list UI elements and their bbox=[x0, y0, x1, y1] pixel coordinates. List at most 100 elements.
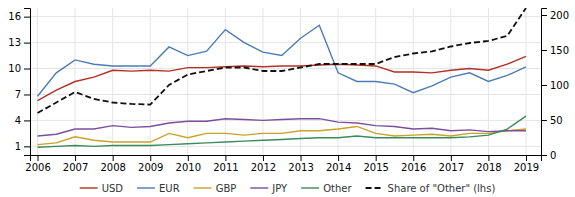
x-tick-mark bbox=[301, 155, 302, 161]
legend-item: Other bbox=[301, 183, 352, 194]
series-line bbox=[38, 56, 526, 100]
y-tick-mark bbox=[24, 94, 30, 95]
y-grid-line bbox=[30, 94, 541, 95]
legend-label: Other bbox=[323, 183, 352, 194]
y-grid-line bbox=[30, 16, 541, 17]
y2-tick-mark bbox=[541, 15, 547, 16]
x-tick-mark bbox=[413, 155, 414, 161]
x-tick-label: 2013 bbox=[288, 162, 313, 173]
x-grid-line bbox=[525, 8, 526, 155]
x-tick-mark bbox=[526, 155, 527, 161]
y2-tick-label: 150 bbox=[550, 45, 569, 56]
x-grid-line bbox=[187, 8, 188, 155]
x-tick: 2012 bbox=[251, 155, 276, 173]
x-tick-mark bbox=[263, 155, 264, 161]
y2-tick-mark bbox=[541, 50, 547, 51]
y-tick-mark bbox=[24, 120, 30, 121]
legend-label: USD bbox=[102, 183, 124, 194]
y2-tick-mark bbox=[541, 155, 547, 156]
legend-item: USD bbox=[80, 183, 124, 194]
x-tick: 2009 bbox=[138, 155, 163, 173]
legend-label: EUR bbox=[159, 183, 180, 194]
y2-tick: 50 bbox=[541, 115, 563, 126]
series-line bbox=[38, 25, 526, 96]
x-tick: 2008 bbox=[100, 155, 125, 173]
x-tick-mark bbox=[488, 155, 489, 161]
x-tick-label: 2007 bbox=[63, 162, 88, 173]
legend-swatch bbox=[137, 187, 155, 188]
y2-tick-mark bbox=[541, 85, 547, 86]
series-line bbox=[38, 119, 526, 136]
x-tick: 2014 bbox=[326, 155, 351, 173]
legend-item: Share of "Other" (lhs) bbox=[366, 183, 496, 194]
x-tick-label: 2011 bbox=[213, 162, 238, 173]
y-axis: 147101316 bbox=[8, 9, 30, 156]
x-grid-line bbox=[300, 8, 301, 155]
x-tick: 2011 bbox=[213, 155, 238, 173]
x-grid-line bbox=[37, 8, 38, 155]
y-tick-label: 1 bbox=[15, 141, 21, 152]
x-tick-label: 2018 bbox=[476, 162, 501, 173]
x-axis: 2006200720082009201020112012201320142015… bbox=[25, 155, 541, 173]
legend: USD EUR GBP JPY Other Share of "Other" (lhs) bbox=[80, 183, 496, 194]
x-grid-line bbox=[413, 8, 414, 155]
legend-label: GBP bbox=[216, 183, 237, 194]
x-tick-mark bbox=[38, 155, 39, 161]
x-grid-line bbox=[450, 8, 451, 155]
legend-item: EUR bbox=[137, 183, 180, 194]
y2-tick-label: 100 bbox=[550, 80, 569, 91]
y-axis-line bbox=[24, 9, 31, 156]
x-grid-line bbox=[112, 8, 113, 155]
legend-label: JPY bbox=[271, 183, 288, 194]
x-tick-mark bbox=[75, 155, 76, 161]
series-line bbox=[38, 126, 526, 144]
y2-tick-label: 200 bbox=[550, 10, 569, 21]
x-tick-label: 2010 bbox=[176, 162, 201, 173]
x-tick-label: 2017 bbox=[439, 162, 464, 173]
legend-label: Share of "Other" (lhs) bbox=[388, 183, 496, 194]
y-tick-label: 7 bbox=[15, 89, 21, 100]
y-tick-mark bbox=[24, 69, 30, 70]
series-line bbox=[38, 8, 526, 113]
x-tick-mark bbox=[188, 155, 189, 161]
x-tick-label: 2008 bbox=[100, 162, 125, 173]
y2-axis: 0 50 100 150 200 bbox=[541, 9, 569, 161]
plot-area bbox=[38, 8, 526, 147]
y-tick-label: 10 bbox=[8, 63, 21, 74]
legend-swatch bbox=[366, 187, 384, 189]
x-tick: 2018 bbox=[476, 155, 501, 173]
y-tick-label: 13 bbox=[8, 37, 21, 48]
x-tick-label: 2012 bbox=[251, 162, 276, 173]
x-tick: 2016 bbox=[401, 155, 426, 173]
y-tick-label: 4 bbox=[15, 115, 21, 126]
x-tick: 2010 bbox=[176, 155, 201, 173]
legend-swatch bbox=[194, 187, 212, 188]
legend-item: GBP bbox=[194, 183, 237, 194]
x-grid-line bbox=[338, 8, 339, 155]
x-tick-label: 2015 bbox=[363, 162, 388, 173]
x-tick-mark bbox=[338, 155, 339, 161]
x-tick: 2007 bbox=[63, 155, 88, 173]
x-tick: 2017 bbox=[439, 155, 464, 173]
x-tick: 2015 bbox=[363, 155, 388, 173]
grid bbox=[30, 8, 541, 155]
legend-swatch bbox=[301, 187, 319, 188]
x-tick: 2013 bbox=[288, 155, 313, 173]
y2-tick-mark bbox=[541, 120, 547, 121]
y-tick: 4 bbox=[15, 115, 30, 126]
x-tick-mark bbox=[113, 155, 114, 161]
x-tick-mark bbox=[451, 155, 452, 161]
y2-tick-label: 0 bbox=[550, 150, 556, 161]
x-tick-label: 2014 bbox=[326, 162, 351, 173]
y-tick: 1 bbox=[15, 141, 30, 152]
y2-tick-label: 50 bbox=[550, 115, 563, 126]
y2-tick: 150 bbox=[541, 45, 569, 56]
x-tick-mark bbox=[150, 155, 151, 161]
x-tick-mark bbox=[376, 155, 377, 161]
y2-tick: 200 bbox=[541, 10, 569, 21]
legend-swatch bbox=[80, 187, 98, 188]
y-tick: 10 bbox=[8, 63, 30, 74]
x-grid-line bbox=[150, 8, 151, 155]
y-tick: 13 bbox=[8, 37, 30, 48]
x-tick-mark bbox=[225, 155, 226, 161]
